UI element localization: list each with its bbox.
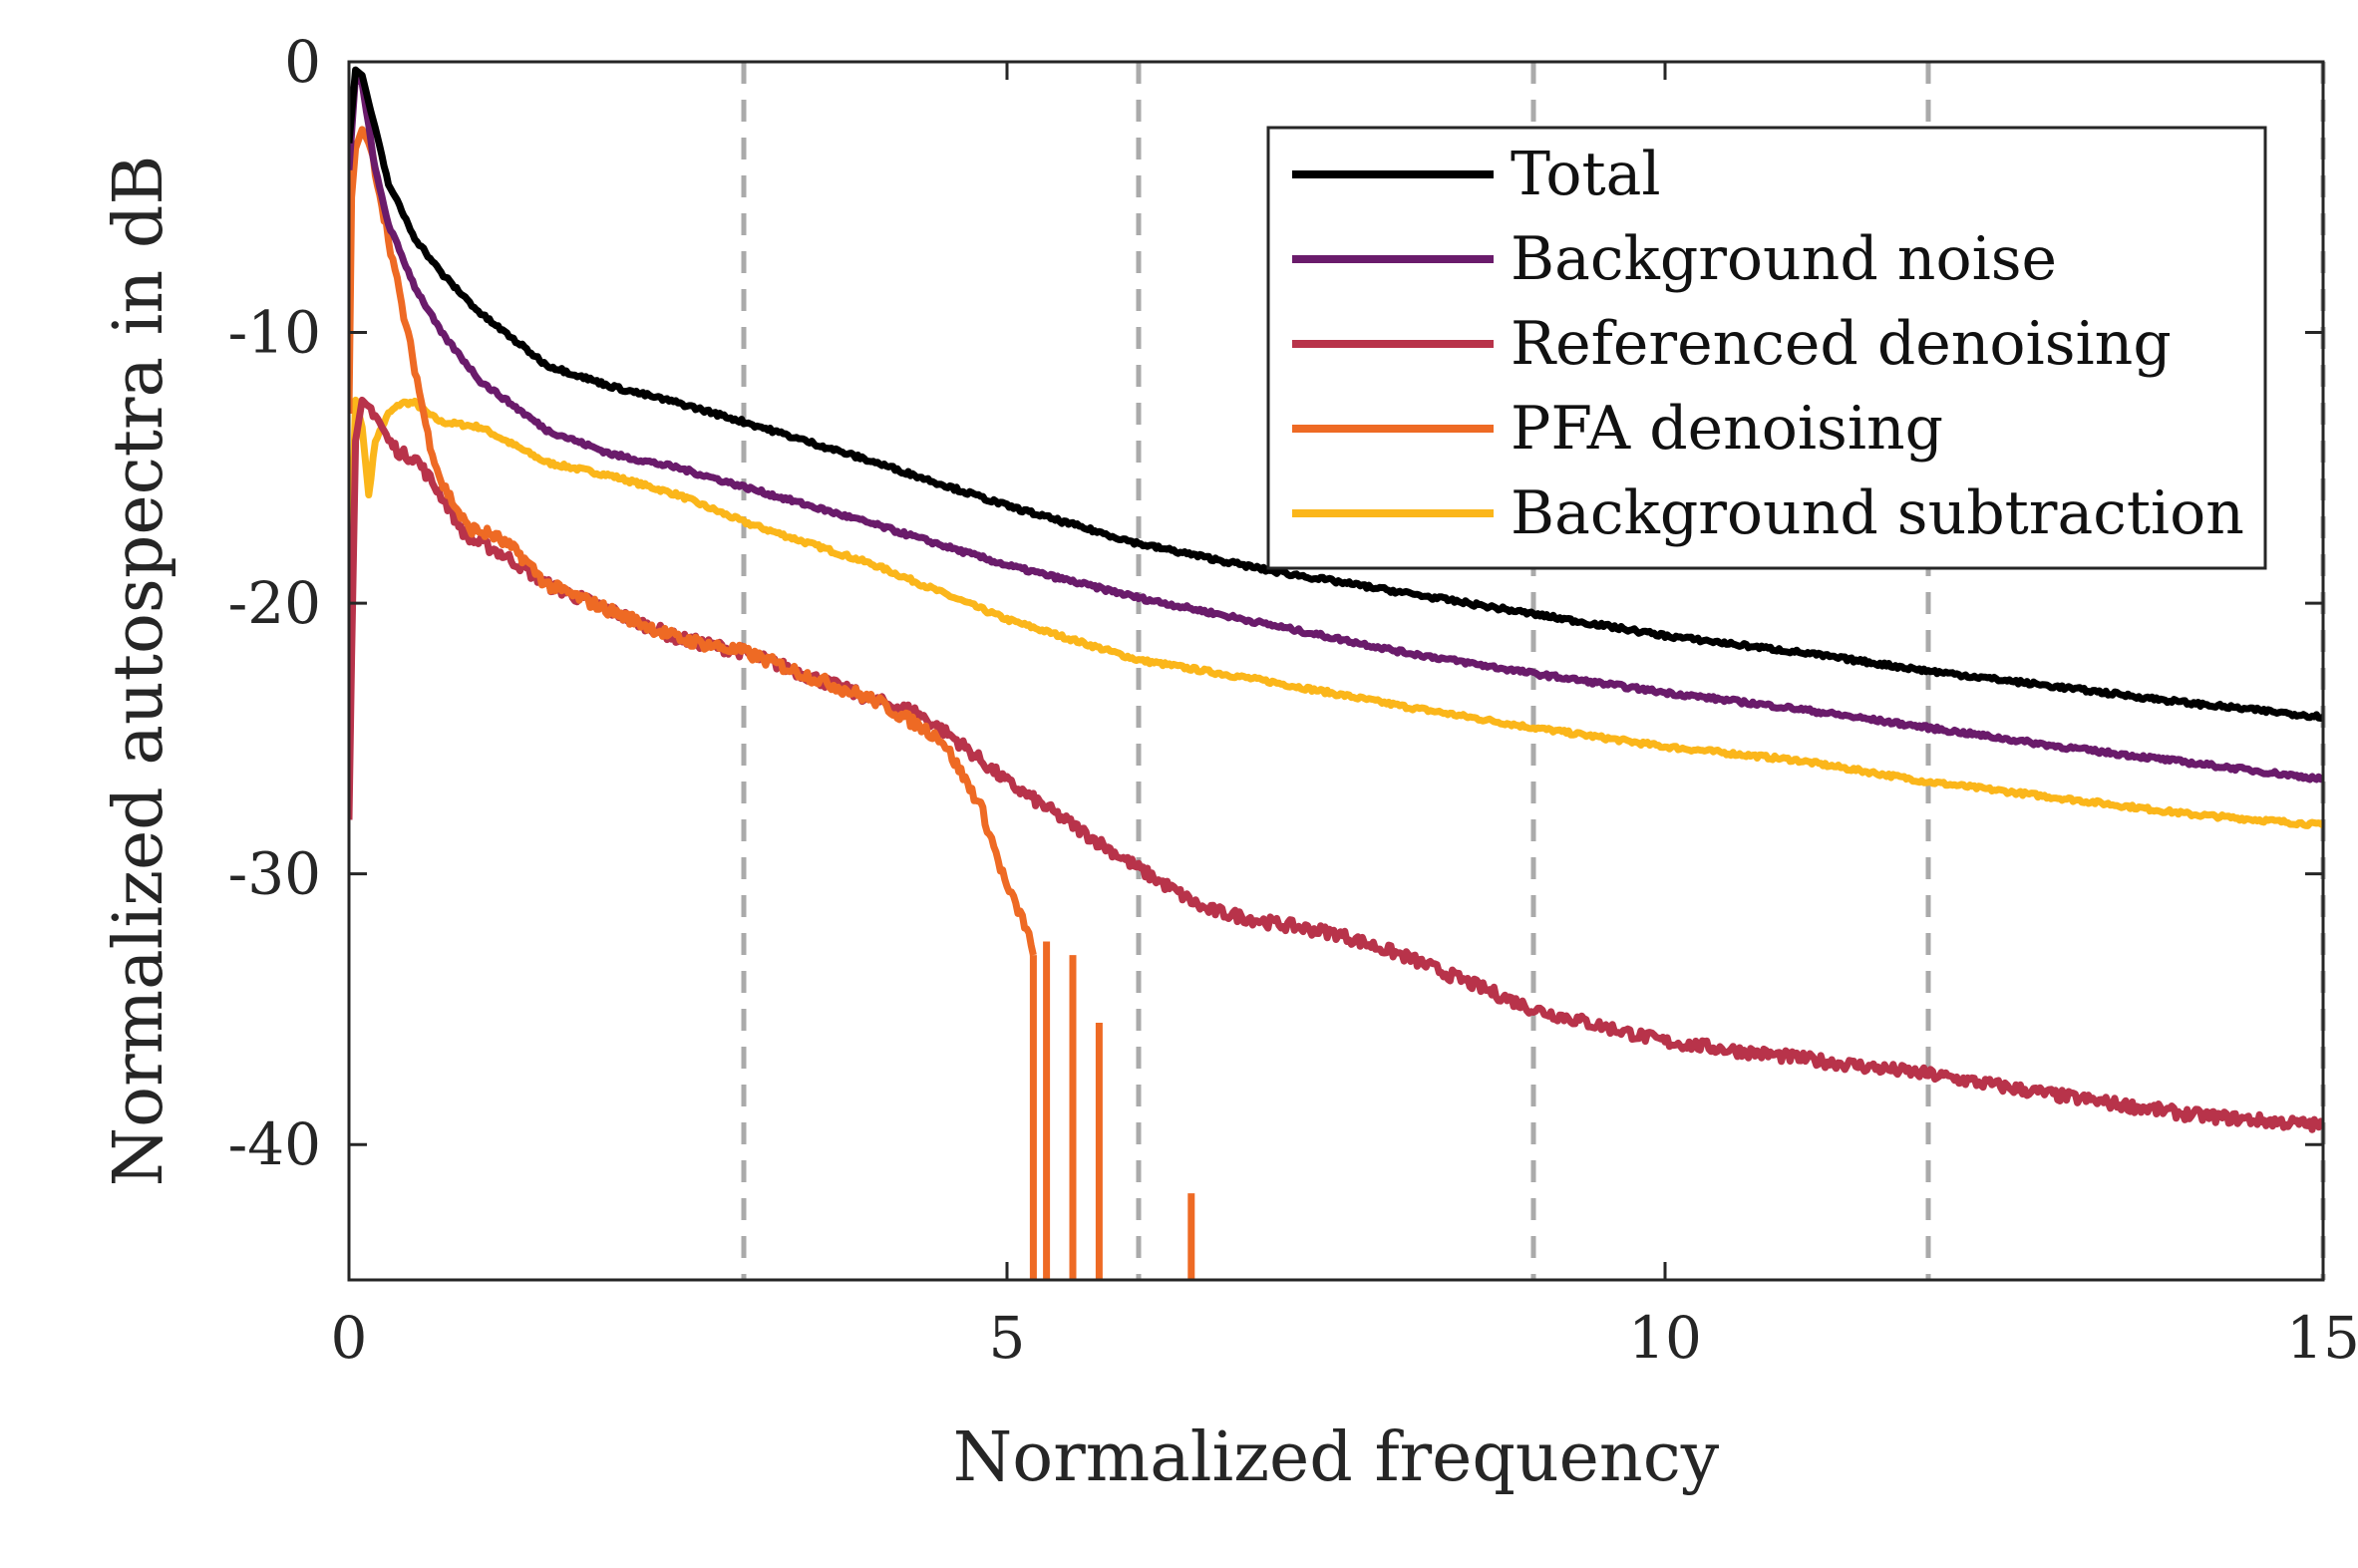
x-axis-title: Normalized frequency: [953, 1418, 1720, 1497]
legend-label-4: Background subtraction: [1511, 478, 2244, 548]
y-tick-label: -10: [228, 299, 321, 367]
legend-label-2: Referenced denoising: [1511, 309, 2172, 379]
plot-frame: [347, 60, 2325, 1282]
y-tick-label: 0: [284, 28, 321, 96]
x-tick-label: 10: [1628, 1304, 1702, 1372]
legend-label-0: Total: [1511, 140, 1661, 209]
legend-label-3: PFA denoising: [1511, 394, 1943, 464]
series-lines: [349, 66, 2323, 1133]
y-tick-label: -20: [228, 569, 321, 637]
series-line-1: [349, 72, 2323, 784]
x-tick-label: 0: [331, 1304, 368, 1372]
y-axis-title: Normalized autospectra in dB: [100, 156, 178, 1187]
y-tick-label: -40: [228, 1110, 321, 1178]
x-tick-label: 5: [989, 1304, 1026, 1372]
legend: Total Background noise Referenced denoisin…: [1266, 126, 2267, 570]
series-line-3: [349, 126, 1037, 956]
series-line-0: [349, 66, 2323, 722]
pfa-dropout-spikes: [1029, 941, 1195, 1280]
y-tick-label: -30: [228, 840, 321, 908]
legend-label-1: Background noise: [1511, 224, 2057, 294]
series-line-2: [349, 396, 2323, 1133]
series-line-4: [349, 396, 2323, 829]
axis-ticks: 0 5 10 15 0 -10 -20 -30 -40: [228, 28, 2358, 1372]
x-tick-label: 15: [2286, 1304, 2358, 1372]
